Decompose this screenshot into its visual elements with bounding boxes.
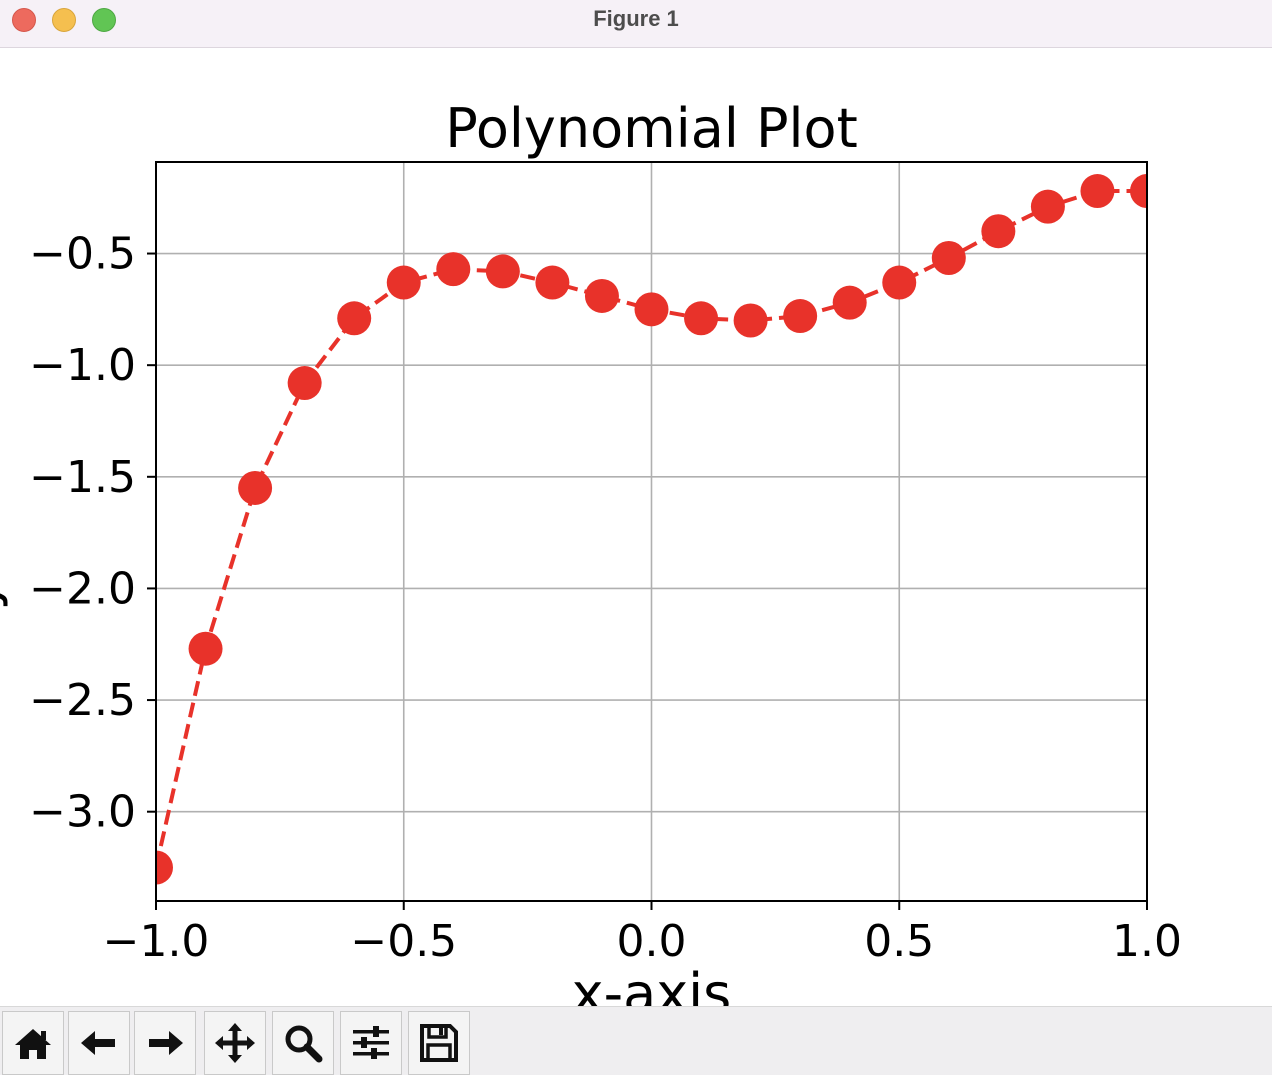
x-tick-label-2: 0.0	[617, 916, 687, 967]
data-point-15	[882, 265, 917, 300]
x-tick-label-3: 0.5	[864, 916, 934, 967]
chart: −1.0 −0.5 0.0 0.5 1.0 −3.0 −2.5 −2.0 −1.5 −1.0 −0.…	[0, 97, 1182, 1006]
data-point-19	[1080, 174, 1115, 209]
data-point-5	[386, 265, 421, 300]
data-point-3	[287, 366, 322, 401]
x-tick-label-0: −1.0	[103, 916, 210, 967]
data-point-2	[238, 470, 273, 505]
x-axis-label: x-axis	[572, 962, 732, 1006]
arrow-right-icon	[149, 1031, 183, 1055]
data-point-18	[1030, 189, 1065, 224]
x-tick-label-1: −0.5	[350, 916, 457, 967]
y-tick-label-2: −2.0	[29, 563, 136, 614]
data-point-11	[684, 301, 719, 336]
data-point-13	[783, 299, 818, 334]
save-button[interactable]	[408, 1011, 470, 1075]
window-titlebar: Figure 1	[0, 0, 1272, 48]
y-axis-label: y-axis	[0, 452, 9, 611]
data-point-17	[981, 214, 1016, 249]
x-tick-label-4: 1.0	[1112, 916, 1182, 967]
data-point-7	[485, 254, 520, 289]
y-tick-label-1: −2.5	[29, 675, 136, 726]
data-point-20	[1130, 174, 1147, 209]
pan-button[interactable]	[204, 1011, 266, 1075]
y-tick-label-0: −3.0	[29, 787, 136, 838]
chart-title: Polynomial Plot	[445, 97, 858, 160]
back-button[interactable]	[68, 1011, 130, 1075]
floppy-disk-icon	[420, 1024, 458, 1062]
y-tick-label-4: −1.0	[29, 340, 136, 391]
window-title: Figure 1	[593, 6, 679, 31]
data-point-8	[535, 265, 570, 300]
series-0	[156, 174, 1147, 885]
forward-button[interactable]	[134, 1011, 196, 1075]
data-point-16	[931, 241, 966, 276]
data-point-0	[156, 850, 173, 885]
magnifier-icon	[285, 1025, 323, 1063]
data-point-4	[337, 301, 372, 336]
figure-canvas: −1.0 −0.5 0.0 0.5 1.0 −3.0 −2.5 −2.0 −1.5 −1.0 −0.…	[0, 48, 1272, 1006]
arrow-left-icon	[81, 1031, 115, 1055]
y-tick-label-5: −0.5	[29, 229, 136, 280]
maximize-window-button[interactable]	[92, 8, 116, 32]
close-window-button[interactable]	[12, 8, 36, 32]
data-point-14	[832, 285, 867, 320]
zoom-button[interactable]	[272, 1011, 334, 1075]
data-point-9	[584, 278, 619, 313]
data-point-10	[634, 292, 669, 327]
home-icon	[15, 1029, 51, 1059]
y-tick-label-3: −1.5	[29, 452, 136, 503]
move-icon	[215, 1023, 255, 1063]
sliders-icon	[353, 1026, 389, 1059]
home-button[interactable]	[2, 1011, 64, 1075]
data-point-6	[436, 252, 471, 287]
data-point-12	[733, 303, 768, 338]
navigation-toolbar	[0, 1006, 1272, 1075]
minimize-window-button[interactable]	[52, 8, 76, 32]
data-point-1	[188, 631, 223, 666]
configure-subplots-button[interactable]	[340, 1011, 402, 1075]
